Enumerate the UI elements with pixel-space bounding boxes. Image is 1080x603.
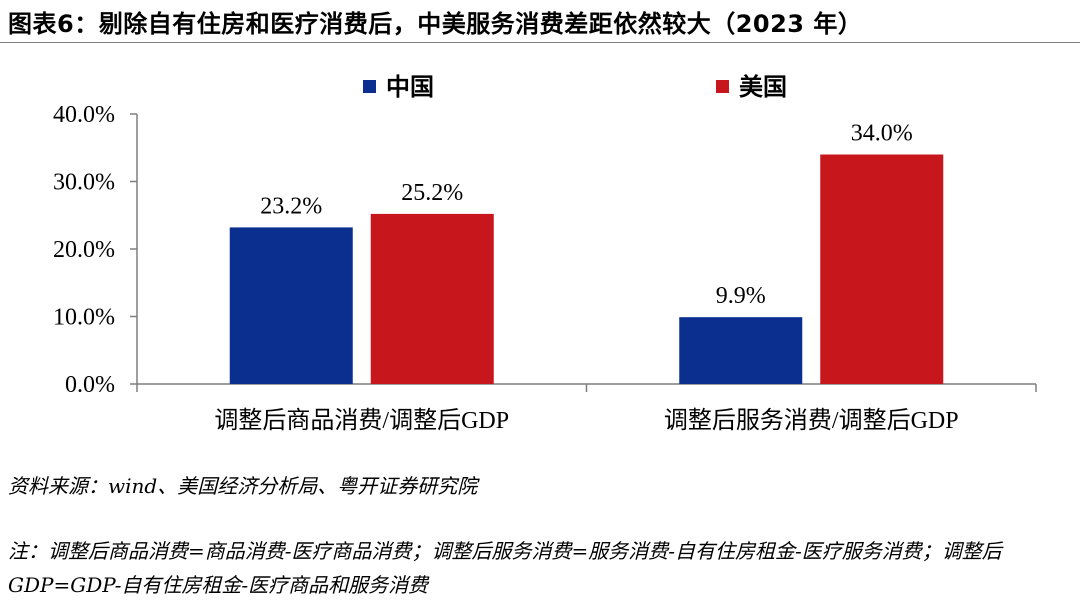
data-label: 23.2%: [260, 193, 322, 219]
data-label: 34.0%: [851, 121, 913, 147]
data-label: 25.2%: [401, 180, 463, 206]
legend-swatch: [363, 80, 376, 93]
y-tick-label: 30.0%: [53, 170, 115, 196]
bar-china: [229, 227, 353, 384]
y-tick-label: 10.0%: [53, 305, 115, 331]
x-category-label: 调整后服务消费/调整后GDP: [664, 407, 959, 434]
source-text: 资料来源：wind、美国经济分析局、粤开证券研究院: [8, 474, 478, 498]
bar-chart: 0.0% 10.0% 20.0% 30.0% 40.0% 23.2% 25.2% 调整后商品消…: [53, 73, 1037, 434]
y-tick-label: 0.0%: [65, 372, 115, 398]
chart-title: 图表6：剔除自有住房和医疗消费后，中美服务消费差距依然较大（2023 年）: [8, 10, 863, 38]
title-divider: [0, 42, 1080, 43]
chart-area: 0.0% 10.0% 20.0% 30.0% 40.0% 23.2% 25.2% 调整后商品消…: [0, 44, 1080, 464]
y-tick-label: 20.0%: [53, 237, 115, 263]
y-tick-label: 40.0%: [53, 102, 115, 128]
legend-swatch: [716, 80, 729, 93]
bar-usa: [820, 154, 944, 384]
data-label: 9.9%: [716, 283, 766, 309]
x-category-label: 调整后商品消费/调整后GDP: [214, 407, 509, 434]
legend-label: 美国: [739, 73, 787, 101]
legend-label: 中国: [386, 74, 434, 101]
bar-china: [679, 317, 803, 384]
note-text: 注：调整后商品消费=商品消费-医疗商品消费；调整后服务消费=服务消费-自有住房租…: [8, 539, 1002, 597]
bar-usa: [370, 213, 494, 384]
